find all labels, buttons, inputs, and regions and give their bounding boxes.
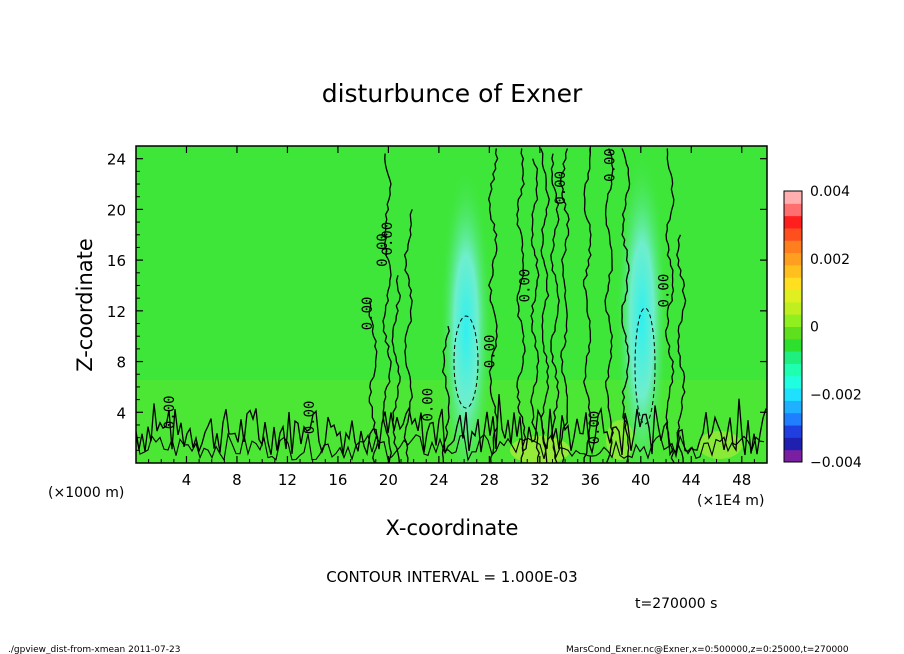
zero-contour-plume bbox=[382, 153, 392, 463]
y-tick-label: 16 bbox=[107, 252, 126, 270]
zero-contour-plume bbox=[488, 148, 499, 463]
zero-contour-plume bbox=[560, 148, 570, 463]
zero-contour-plume bbox=[621, 148, 631, 463]
negative-contour bbox=[634, 307, 656, 425]
colorbar-tick-label: −0.002 bbox=[810, 387, 862, 403]
zero-contour-plume bbox=[582, 148, 592, 463]
colorbar-tick-label: 0 bbox=[810, 320, 819, 336]
zero-contour-plume bbox=[550, 153, 560, 463]
colorbar-swatch bbox=[784, 338, 802, 352]
x-axis-label: X-coordinate bbox=[386, 516, 519, 540]
contour-label: 0.00 bbox=[657, 274, 673, 308]
x-axis: 4 8 12 16 20 24 28 32 36 40 44 48 bbox=[148, 146, 755, 489]
contour-label: 0.00 bbox=[302, 401, 318, 435]
colorbar-ticks: 0.004 0.002 0 −0.002 −0.004 bbox=[810, 184, 862, 471]
colorbar-swatch bbox=[784, 375, 802, 389]
footer-left: ./gpview_dist-from-xmean 2011-07-23 bbox=[8, 645, 180, 654]
negative-anomaly-1 bbox=[440, 165, 492, 463]
contour-label: 0.00 bbox=[518, 269, 534, 303]
colorbar-tick-label: 0.004 bbox=[810, 184, 850, 200]
colorbar-swatch bbox=[784, 351, 802, 364]
y-tick-label: 24 bbox=[107, 151, 126, 169]
colorbar-swatch bbox=[784, 388, 802, 401]
colorbar-swatch bbox=[784, 240, 802, 254]
colorbar-swatch bbox=[784, 289, 802, 303]
zero-contour-plume bbox=[403, 209, 413, 463]
colorbar-swatch bbox=[784, 191, 802, 204]
colorbar-swatch bbox=[784, 277, 802, 291]
zero-contours bbox=[136, 148, 767, 463]
colorbar-swatch bbox=[784, 252, 802, 266]
y-tick-label: 12 bbox=[107, 303, 126, 321]
negative-anomaly-2 bbox=[616, 150, 668, 463]
x-tick-label: 40 bbox=[631, 471, 650, 489]
zero-contour-plume bbox=[391, 275, 401, 463]
x-tick-label: 8 bbox=[232, 471, 242, 489]
colorbar-swatch bbox=[784, 400, 802, 414]
contour-label: 0.00 bbox=[602, 148, 618, 182]
zero-contour-plume bbox=[441, 325, 450, 463]
colorbar-frame bbox=[783, 190, 803, 463]
footer-right: MarsCond_Exner.nc@Exner,x=0:500000,z=0:2… bbox=[566, 645, 849, 654]
zero-contour-plume bbox=[604, 148, 614, 463]
colorbar bbox=[784, 191, 802, 463]
contour-label: 0.00 bbox=[360, 297, 376, 331]
zero-contour-plume bbox=[368, 300, 379, 463]
chart-title: disturbunce of Exner bbox=[322, 79, 583, 108]
x-tick-label: 44 bbox=[682, 471, 701, 489]
colorbar-swatch bbox=[784, 264, 802, 278]
boundary-layer-contour bbox=[136, 432, 765, 462]
colorbar-swatch bbox=[784, 425, 802, 438]
plot-area: 0.00 0.000.000.000.000.000.000.000.000.00… bbox=[136, 146, 767, 463]
colorbar-swatch bbox=[784, 326, 802, 340]
negative-contour bbox=[453, 315, 479, 409]
colorbar-swatch bbox=[784, 301, 802, 315]
y-tick-label: 20 bbox=[107, 201, 126, 219]
colorbar-swatch bbox=[784, 215, 802, 229]
colorbar-swatch bbox=[784, 412, 802, 426]
y-axis-label: Z-coordinate bbox=[73, 238, 97, 372]
contour-interval-text: CONTOUR INTERVAL = 1.000E-03 bbox=[326, 568, 577, 586]
x-tick-label: 20 bbox=[379, 471, 398, 489]
x-tick-label: 32 bbox=[530, 471, 549, 489]
zero-contour-plume bbox=[530, 158, 540, 463]
zero-contour-plume bbox=[664, 148, 676, 463]
x-tick-label: 16 bbox=[328, 471, 347, 489]
contour-label: 0.00 bbox=[162, 395, 178, 429]
colorbar-swatch bbox=[784, 203, 802, 217]
x-tick-label: 28 bbox=[480, 471, 499, 489]
x-unit-left: (×1000 m) bbox=[48, 485, 124, 501]
contour-labels: 0.00 0.000.000.000.000.000.000.000.000.00… bbox=[162, 148, 673, 444]
contour-label: 0.00 bbox=[482, 335, 498, 369]
contour-label: 0.00 bbox=[421, 388, 437, 422]
y-axis: 4 8 12 16 20 24 bbox=[107, 151, 767, 451]
zero-contour-plume bbox=[676, 234, 687, 463]
contour-label: 0.00 bbox=[375, 233, 391, 267]
zero-contour-plume bbox=[540, 148, 550, 463]
zero-contour-plume bbox=[516, 148, 527, 463]
colorbar-swatch bbox=[784, 449, 802, 463]
time-text: t=270000 s bbox=[635, 596, 717, 612]
colorbar-swatch bbox=[784, 227, 802, 241]
contour-label: 0.00 bbox=[587, 411, 603, 445]
contour-label: 0.00 bbox=[553, 171, 569, 205]
colorbar-swatch bbox=[784, 437, 802, 451]
colorbar-tick-label: 0.002 bbox=[810, 252, 850, 268]
contour-label: 0.00 bbox=[380, 222, 396, 256]
x-tick-label: 12 bbox=[278, 471, 297, 489]
colorbar-swatch bbox=[784, 314, 802, 327]
colorbar-swatch bbox=[784, 363, 802, 377]
x-tick-label: 36 bbox=[581, 471, 600, 489]
x-tick-label: 4 bbox=[182, 471, 192, 489]
y-tick-label: 4 bbox=[116, 404, 126, 422]
colorbar-tick-label: −0.004 bbox=[810, 455, 862, 471]
x-unit-right: (×1E4 m) bbox=[697, 493, 764, 509]
x-tick-label: 48 bbox=[732, 471, 751, 489]
y-tick-label: 8 bbox=[116, 354, 126, 372]
x-tick-label: 24 bbox=[429, 471, 448, 489]
